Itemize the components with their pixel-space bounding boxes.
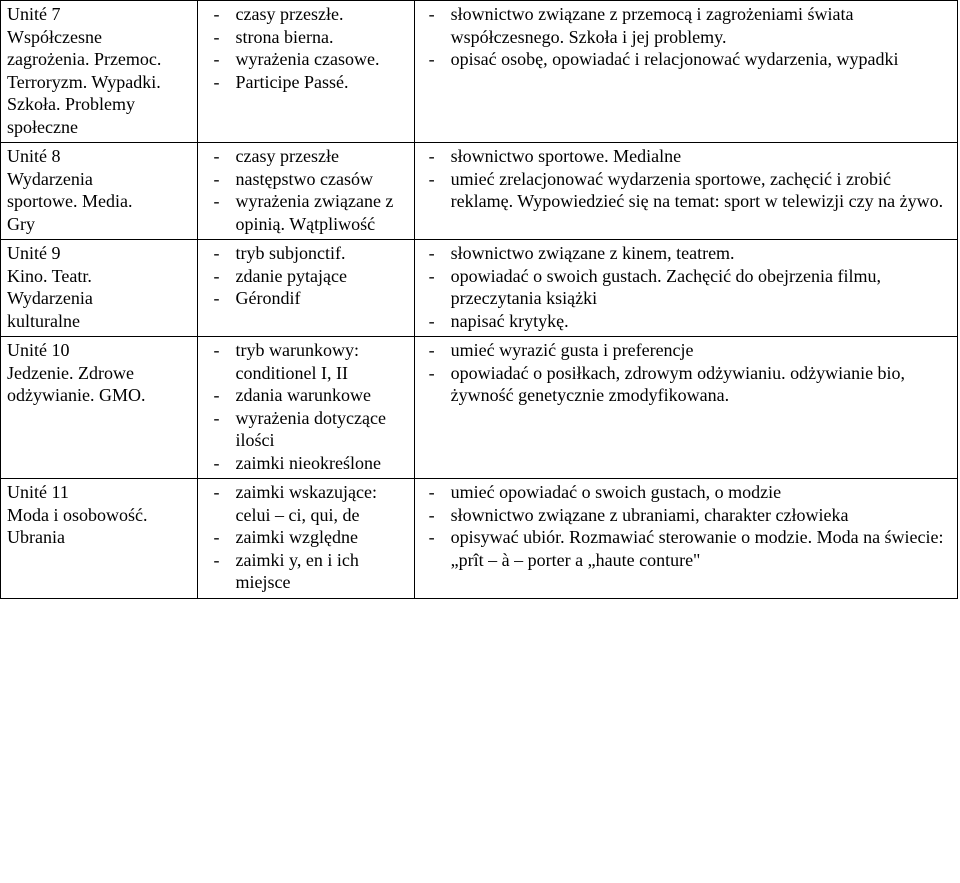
comm-cell: słownictwo sportowe. Medialneumieć zrela… — [414, 143, 957, 240]
table-row: Unité 10Jedzenie. Zdroweodżywianie. GMO.… — [1, 337, 958, 479]
comm-cell: umieć opowiadać o swoich gustach, o modz… — [414, 479, 957, 599]
comm-item: opowiadać o posiłkach, zdrowym odżywiani… — [421, 362, 951, 407]
grammar-item: tryb warunkowy: conditionel I, II — [204, 339, 408, 384]
topic-line: Wydarzenia — [7, 168, 191, 191]
topic-line: Unité 9 — [7, 242, 191, 265]
comm-list: słownictwo związane z kinem, teatrem.opo… — [421, 242, 951, 332]
grammar-list: czasy przeszłenastępstwo czasówwyrażenia… — [204, 145, 408, 235]
grammar-list: czasy przeszłe.strona bierna.wyrażenia c… — [204, 3, 408, 93]
comm-list: umieć wyrazić gusta i preferencjeopowiad… — [421, 339, 951, 407]
comm-item: słownictwo sportowe. Medialne — [421, 145, 951, 168]
grammar-cell: tryb subjonctif.zdanie pytająceGérondif — [197, 240, 414, 337]
topic-line: Współczesne — [7, 26, 191, 49]
topic-cell: Unité 9Kino. Teatr.Wydarzeniakulturalne — [1, 240, 198, 337]
table-row: Unité 11Moda i osobowość.Ubraniazaimki w… — [1, 479, 958, 599]
curriculum-table-body: Unité 7Współczesnezagrożenia. Przemoc.Te… — [1, 1, 958, 599]
comm-item: słownictwo związane z kinem, teatrem. — [421, 242, 951, 265]
topic-line: kulturalne — [7, 310, 191, 333]
topic-cell: Unité 8Wydarzeniasportowe. Media.Gry — [1, 143, 198, 240]
grammar-item: Participe Passé. — [204, 71, 408, 94]
topic-line: Unité 11 — [7, 481, 191, 504]
grammar-item: tryb subjonctif. — [204, 242, 408, 265]
grammar-cell: czasy przeszłe.strona bierna.wyrażenia c… — [197, 1, 414, 143]
grammar-cell: zaimki wskazujące: celui – ci, qui, deza… — [197, 479, 414, 599]
topic-text: Unité 9Kino. Teatr.Wydarzeniakulturalne — [7, 242, 191, 332]
grammar-item: wyrażenia czasowe. — [204, 48, 408, 71]
table-row: Unité 7Współczesnezagrożenia. Przemoc.Te… — [1, 1, 958, 143]
comm-item: słownictwo związane z przemocą i zagroże… — [421, 3, 951, 48]
grammar-item: zaimki y, en i ich miejsce — [204, 549, 408, 594]
table-row: Unité 8Wydarzeniasportowe. Media.Gryczas… — [1, 143, 958, 240]
comm-item: słownictwo związane z ubraniami, charakt… — [421, 504, 951, 527]
topic-line: Unité 7 — [7, 3, 191, 26]
topic-line: Wydarzenia — [7, 287, 191, 310]
comm-item: opisywać ubiór. Rozmawiać sterowanie o m… — [421, 526, 951, 571]
grammar-item: strona bierna. — [204, 26, 408, 49]
topic-line: Unité 8 — [7, 145, 191, 168]
grammar-item: zaimki nieokreślone — [204, 452, 408, 475]
topic-line: sportowe. Media. — [7, 190, 191, 213]
curriculum-table: Unité 7Współczesnezagrożenia. Przemoc.Te… — [0, 0, 958, 599]
grammar-item: zdania warunkowe — [204, 384, 408, 407]
grammar-item: zaimki względne — [204, 526, 408, 549]
comm-cell: słownictwo związane z kinem, teatrem.opo… — [414, 240, 957, 337]
comm-cell: słownictwo związane z przemocą i zagroże… — [414, 1, 957, 143]
comm-item: umieć opowiadać o swoich gustach, o modz… — [421, 481, 951, 504]
grammar-item: wyrażenia dotyczące ilości — [204, 407, 408, 452]
comm-item: umieć zrelacjonować wydarzenia sportowe,… — [421, 168, 951, 213]
topic-line: Szkoła. Problemy — [7, 93, 191, 116]
grammar-item: zaimki wskazujące: celui – ci, qui, de — [204, 481, 408, 526]
topic-text: Unité 8Wydarzeniasportowe. Media.Gry — [7, 145, 191, 235]
topic-line: zagrożenia. Przemoc. — [7, 48, 191, 71]
grammar-cell: czasy przeszłenastępstwo czasówwyrażenia… — [197, 143, 414, 240]
comm-list: słownictwo sportowe. Medialneumieć zrela… — [421, 145, 951, 213]
comm-list: słownictwo związane z przemocą i zagroże… — [421, 3, 951, 71]
comm-list: umieć opowiadać o swoich gustach, o modz… — [421, 481, 951, 571]
topic-cell: Unité 11Moda i osobowość.Ubrania — [1, 479, 198, 599]
comm-item: opisać osobę, opowiadać i relacjonować w… — [421, 48, 951, 71]
grammar-item: wyrażenia związane z opinią. Wątpliwość — [204, 190, 408, 235]
topic-text: Unité 11Moda i osobowość.Ubrania — [7, 481, 191, 549]
grammar-list: tryb subjonctif.zdanie pytająceGérondif — [204, 242, 408, 310]
topic-line: Jedzenie. Zdrowe — [7, 362, 191, 385]
comm-item: opowiadać o swoich gustach. Zachęcić do … — [421, 265, 951, 310]
topic-cell: Unité 10Jedzenie. Zdroweodżywianie. GMO. — [1, 337, 198, 479]
topic-text: Unité 7Współczesnezagrożenia. Przemoc.Te… — [7, 3, 191, 138]
grammar-item: zdanie pytające — [204, 265, 408, 288]
topic-cell: Unité 7Współczesnezagrożenia. Przemoc.Te… — [1, 1, 198, 143]
topic-line: Unité 10 — [7, 339, 191, 362]
topic-line: Kino. Teatr. — [7, 265, 191, 288]
grammar-list: zaimki wskazujące: celui – ci, qui, deza… — [204, 481, 408, 594]
table-row: Unité 9Kino. Teatr.Wydarzeniakulturalnet… — [1, 240, 958, 337]
grammar-item: Gérondif — [204, 287, 408, 310]
topic-line: Gry — [7, 213, 191, 236]
grammar-list: tryb warunkowy: conditionel I, IIzdania … — [204, 339, 408, 474]
topic-line: Terroryzm. Wypadki. — [7, 71, 191, 94]
grammar-item: czasy przeszłe — [204, 145, 408, 168]
topic-line: Moda i osobowość. — [7, 504, 191, 527]
comm-item: napisać krytykę. — [421, 310, 951, 333]
comm-item: umieć wyrazić gusta i preferencje — [421, 339, 951, 362]
grammar-cell: tryb warunkowy: conditionel I, IIzdania … — [197, 337, 414, 479]
comm-cell: umieć wyrazić gusta i preferencjeopowiad… — [414, 337, 957, 479]
topic-text: Unité 10Jedzenie. Zdroweodżywianie. GMO. — [7, 339, 191, 407]
grammar-item: następstwo czasów — [204, 168, 408, 191]
topic-line: odżywianie. GMO. — [7, 384, 191, 407]
topic-line: Ubrania — [7, 526, 191, 549]
grammar-item: czasy przeszłe. — [204, 3, 408, 26]
topic-line: społeczne — [7, 116, 191, 139]
